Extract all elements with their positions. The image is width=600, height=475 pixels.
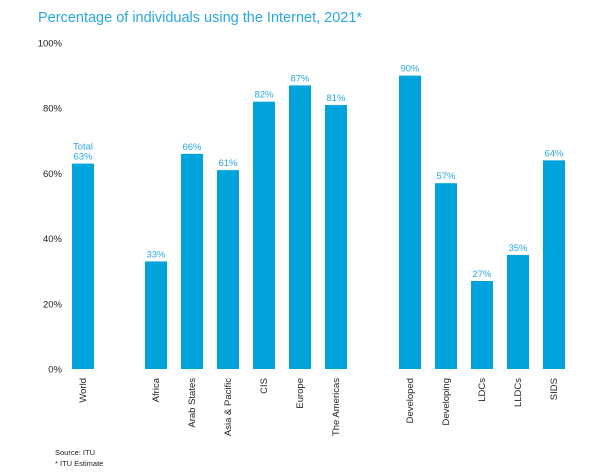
x-tick-label: SIDS <box>549 378 560 400</box>
x-tick-label: Developed <box>405 378 416 423</box>
data-label: 82% <box>254 90 274 101</box>
bar <box>253 101 275 370</box>
y-tick-label: 20% <box>43 299 63 310</box>
bar <box>399 75 421 369</box>
data-label: 66% <box>182 142 202 153</box>
bar <box>435 183 457 369</box>
x-tick-label: Developing <box>441 378 452 426</box>
data-label: 90% <box>400 64 420 75</box>
x-tick-label: The Americas <box>331 378 342 436</box>
x-tick-label: LDCs <box>477 378 488 402</box>
bar <box>145 261 167 369</box>
y-tick-label: 100% <box>38 39 63 50</box>
source-note: Source: ITU <box>55 448 96 457</box>
estimate-note: * ITU Estimate <box>55 459 104 468</box>
bar <box>289 85 311 369</box>
chart-title: Percentage of individuals using the Inte… <box>38 10 363 26</box>
x-tick-label: Europe <box>295 378 306 409</box>
bar <box>325 104 347 369</box>
data-label: 57% <box>436 171 456 182</box>
x-tick-label: LLDCs <box>513 378 524 407</box>
data-label: Total <box>73 142 93 153</box>
x-tick-label: World <box>78 378 89 403</box>
x-tick-label: Asia & Pacific <box>223 378 234 436</box>
data-label: 63% <box>73 152 93 163</box>
bar <box>471 280 493 369</box>
y-tick-label: 40% <box>43 234 63 245</box>
x-tick-label: Africa <box>151 377 162 402</box>
x-tick-label: CIS <box>259 378 270 394</box>
y-tick-label: 80% <box>43 104 63 115</box>
data-label: 61% <box>218 158 238 169</box>
data-label: 64% <box>544 148 564 159</box>
bar <box>217 170 239 369</box>
y-tick-label: 60% <box>43 169 63 180</box>
bar <box>543 160 565 369</box>
y-tick-label: 0% <box>48 365 62 376</box>
bar <box>507 254 529 369</box>
data-label: 81% <box>326 93 346 104</box>
data-label: 27% <box>472 269 492 280</box>
bar <box>181 153 203 369</box>
data-label: 33% <box>146 249 166 260</box>
bar <box>72 163 94 369</box>
data-label: 35% <box>508 243 528 254</box>
data-label: 87% <box>290 73 310 84</box>
x-tick-label: Arab States <box>187 378 198 428</box>
